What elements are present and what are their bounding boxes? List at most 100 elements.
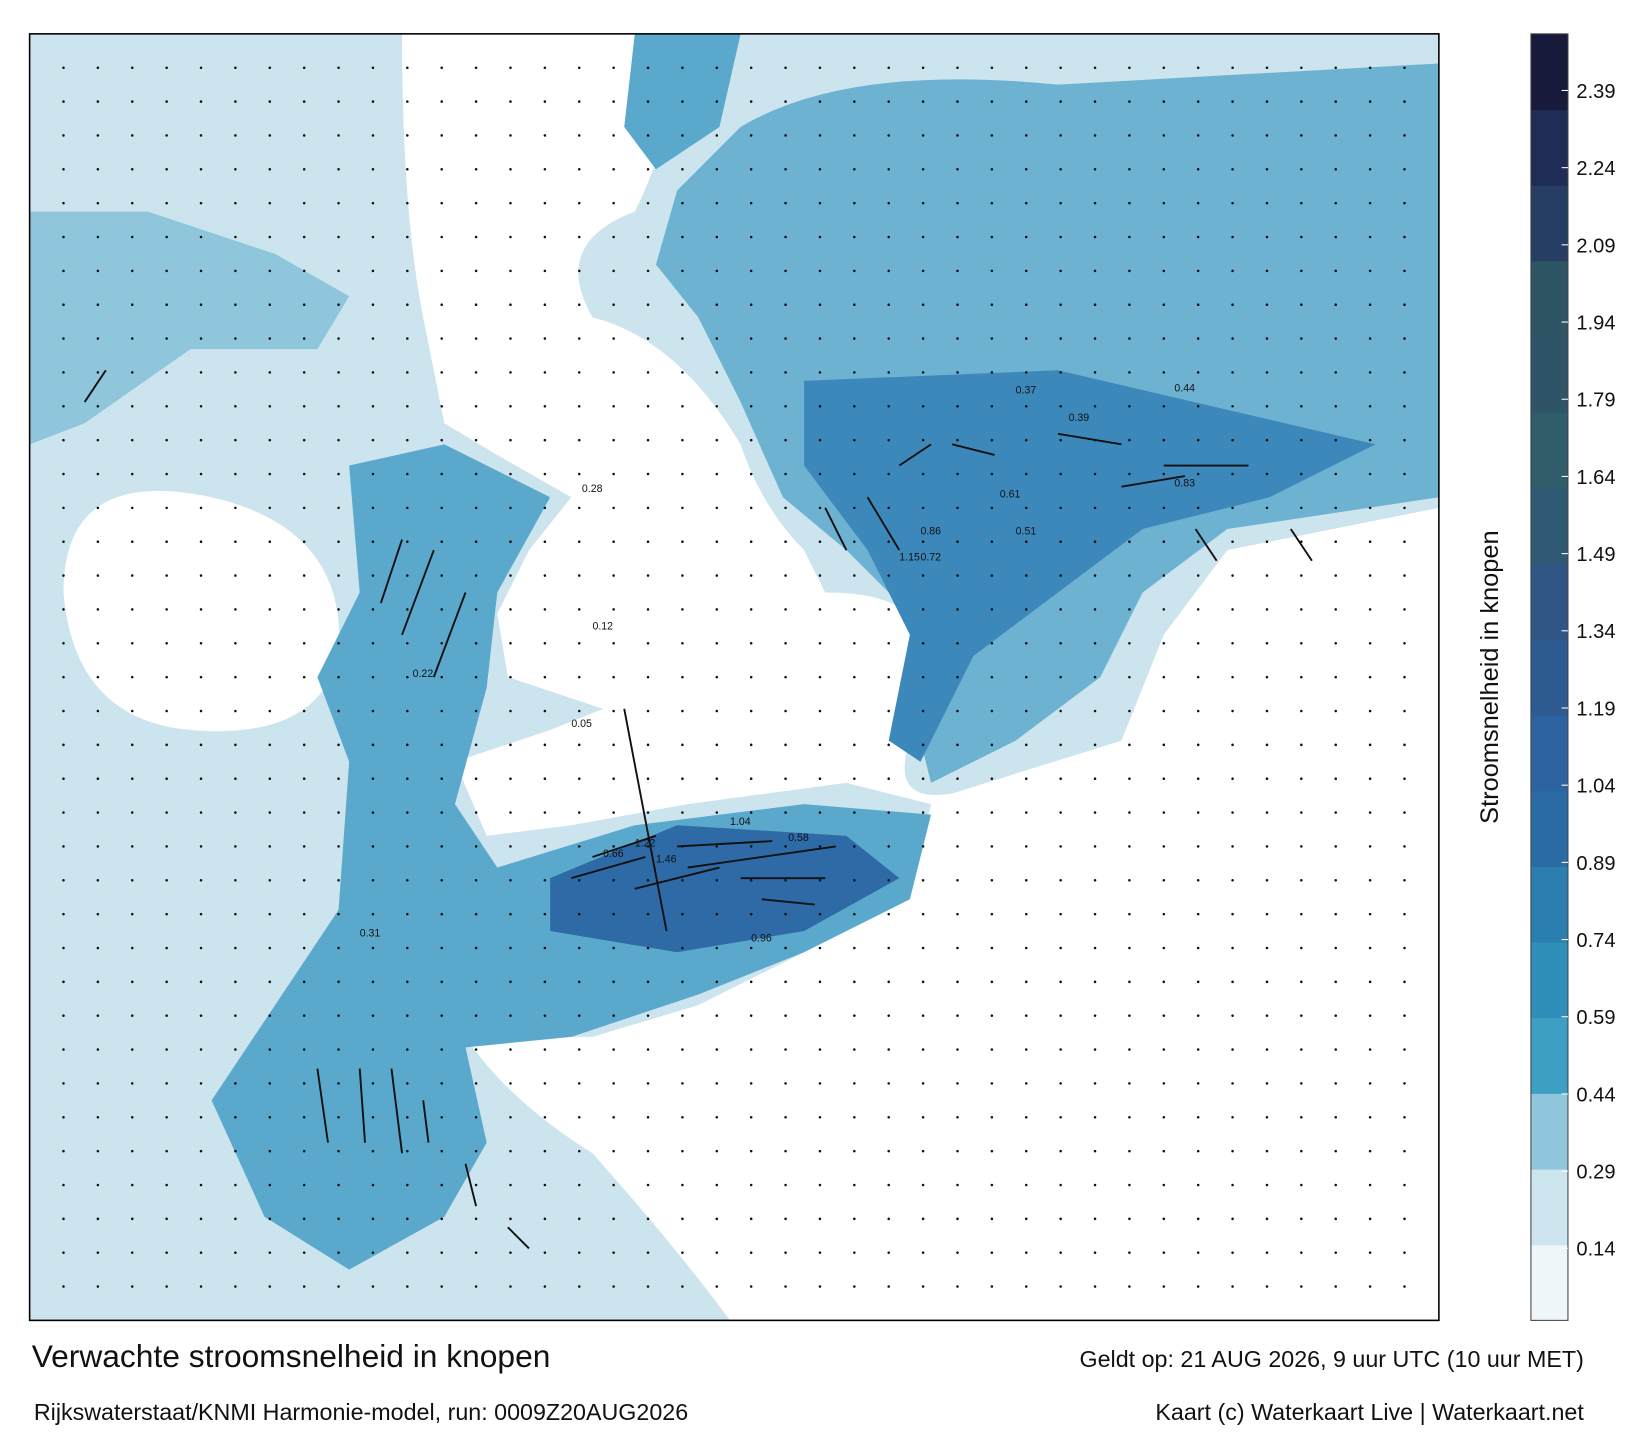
grid-dot <box>1231 1251 1234 1254</box>
grid-dot <box>1368 641 1372 645</box>
grid-dot <box>784 134 787 137</box>
grid-dot <box>337 337 340 340</box>
grid-dot <box>474 269 478 273</box>
grid-dot <box>1403 66 1406 69</box>
grid-dot <box>646 980 650 984</box>
grid-dot <box>62 438 65 442</box>
grid-dot <box>302 134 306 137</box>
speed-label: 0.05 <box>571 718 592 730</box>
grid-dot <box>543 506 547 510</box>
grid-dot <box>337 269 340 273</box>
grid-dot <box>1128 66 1131 69</box>
grid-dot <box>130 946 134 950</box>
grid-dot <box>887 134 890 137</box>
grid-dot <box>1196 269 1200 273</box>
grid-dot <box>509 709 512 713</box>
grid-dot <box>1162 641 1166 645</box>
grid-dot <box>371 337 375 340</box>
grid-dot <box>818 269 822 273</box>
grid-dot <box>1059 472 1062 476</box>
grid-dot <box>1024 66 1028 69</box>
grid-dot <box>543 134 547 137</box>
grid-dot <box>1059 641 1062 645</box>
grid-dot <box>1196 1217 1200 1221</box>
grid-dot <box>268 1183 272 1187</box>
deep-basin <box>804 370 1376 762</box>
grid-dot <box>646 574 650 577</box>
grid-dot <box>990 134 994 137</box>
grid-dot <box>1093 1285 1097 1288</box>
grid-dot <box>1128 1285 1131 1288</box>
grid-dot <box>715 743 719 747</box>
grid-dot <box>440 235 443 239</box>
grid-dot <box>234 845 237 848</box>
grid-dot <box>371 235 375 239</box>
grid-dot <box>1231 472 1234 476</box>
grid-dot <box>474 743 478 747</box>
grid-dot <box>1403 811 1406 814</box>
grid-dot <box>509 100 512 103</box>
grid-dot <box>165 675 168 679</box>
grid-dot <box>268 472 272 476</box>
grid-dot <box>887 912 890 916</box>
grid-dot <box>1162 912 1166 916</box>
grid-dot <box>1403 201 1406 205</box>
grid-dot <box>234 235 237 239</box>
grid-dot <box>1059 1285 1062 1288</box>
grid-dot <box>406 134 409 137</box>
grid-dot <box>199 1048 203 1051</box>
grid-dot <box>818 1014 822 1017</box>
grid-dot <box>130 1082 134 1085</box>
speed-label: 0.12 <box>592 621 613 633</box>
grid-dot <box>646 675 650 679</box>
grid-dot <box>1059 743 1062 747</box>
grid-dot <box>921 371 925 374</box>
grid-dot <box>853 641 856 645</box>
grid-dot <box>62 1217 65 1221</box>
grid-dot <box>96 912 100 916</box>
grid-dot <box>749 1115 753 1119</box>
grid-dot <box>1334 912 1337 916</box>
speed-label: 0.39 <box>1069 412 1090 424</box>
grid-dot <box>577 1183 581 1187</box>
grid-dot <box>1403 1048 1406 1051</box>
grid-dot <box>234 777 237 780</box>
colorbar-tick-label: 1.19 <box>1576 698 1615 720</box>
grid-dot <box>1196 235 1200 239</box>
grid-dot <box>853 574 856 577</box>
grid-dot <box>887 303 890 306</box>
grid-dot <box>646 1183 650 1187</box>
grid-dot <box>990 675 994 679</box>
grid-dot <box>302 709 306 713</box>
grid-dot <box>1128 506 1131 510</box>
grid-dot <box>1059 675 1062 679</box>
grid-dot <box>1334 201 1337 205</box>
grid-dot <box>165 777 168 780</box>
grid-dot <box>543 1149 547 1153</box>
grid-dot <box>268 675 272 679</box>
land <box>63 490 340 732</box>
grid-dot <box>921 878 925 882</box>
grid-dot <box>543 912 547 916</box>
grid-dot <box>818 371 822 374</box>
grid-dot <box>165 1251 168 1254</box>
grid-dot <box>646 1014 650 1017</box>
grid-dot <box>130 168 134 171</box>
grid-dot <box>1300 811 1303 814</box>
grid-dot <box>1059 811 1062 814</box>
grid-dot <box>199 709 203 713</box>
grid-dot <box>887 1217 890 1221</box>
subtitle: Rijkswaterstaat/KNMI Harmonie-model, run… <box>34 1399 688 1425</box>
grid-dot <box>1128 201 1131 205</box>
grid-dot <box>1231 134 1234 137</box>
grid-dot <box>612 608 615 611</box>
grid-dot <box>749 134 753 137</box>
grid-dot <box>371 811 375 814</box>
grid-dot <box>440 371 443 374</box>
grid-dot <box>1300 641 1303 645</box>
grid-dot <box>1128 574 1131 577</box>
colorbar-band <box>1530 790 1568 867</box>
grid-dot <box>1231 811 1234 814</box>
grid-dot <box>1162 438 1166 442</box>
grid-dot <box>440 777 443 780</box>
